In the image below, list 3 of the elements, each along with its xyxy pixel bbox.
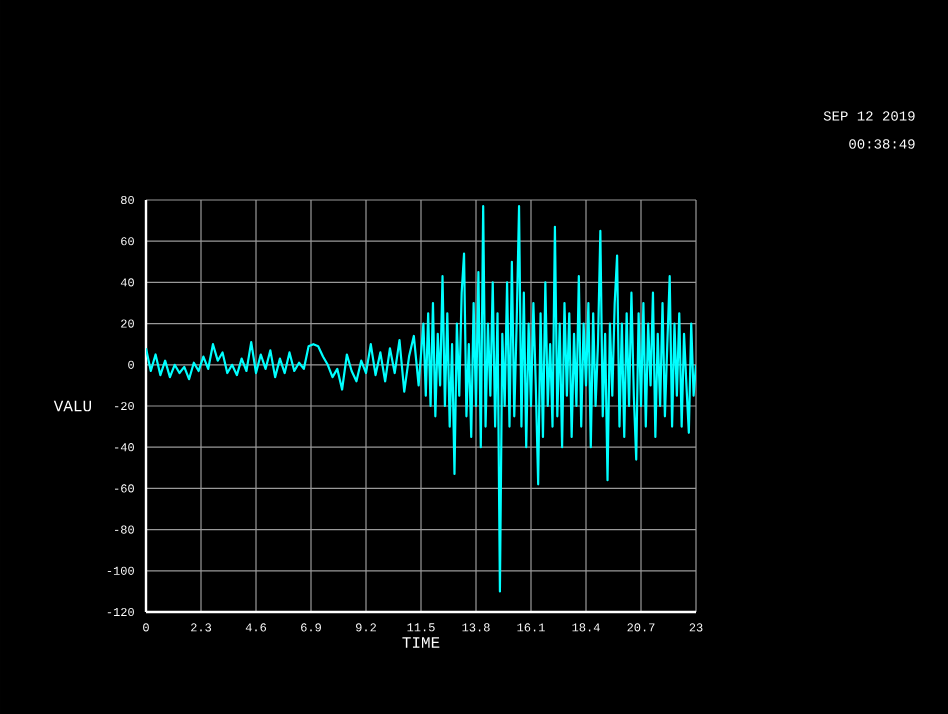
line-series [146,205,696,593]
y-axis-title: VALU [53,400,91,412]
x-axis-title: TIME [402,637,440,648]
